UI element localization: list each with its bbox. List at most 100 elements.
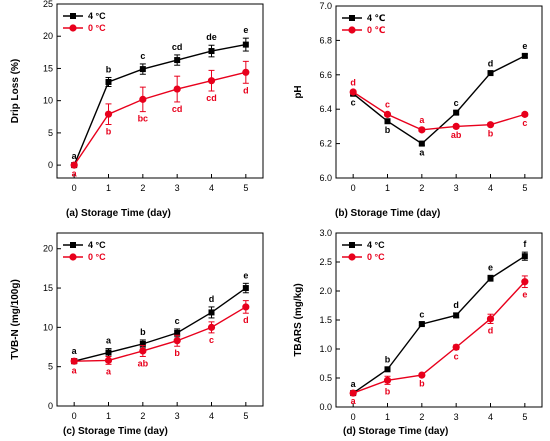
legend-label: 4 °C	[88, 11, 106, 21]
data-point	[418, 371, 426, 379]
x-tick-label: 4	[488, 412, 493, 422]
x-tick-label: 0	[351, 412, 356, 422]
x-tick-label: 3	[454, 412, 459, 422]
x-tick-label: 2	[140, 411, 145, 421]
x-tick-label: 1	[106, 411, 111, 421]
legend-marker	[349, 15, 355, 21]
significance-letter: ab	[138, 358, 149, 368]
series-line	[73, 43, 246, 166]
data-point	[521, 52, 528, 59]
significance-letter: c	[140, 51, 145, 61]
significance-letter: b	[385, 386, 391, 396]
data-point	[383, 376, 392, 384]
significance-letter: d	[350, 77, 356, 87]
panel-caption: (d) Storage Time (day)	[343, 426, 448, 437]
y-tick-label: 6.4	[319, 104, 332, 114]
significance-letter: a	[351, 396, 357, 406]
series-red: a b b c d e	[349, 275, 529, 406]
legend-entry: 0 °C	[63, 252, 106, 262]
legend-label: 0 °C	[367, 252, 385, 262]
chart-panel-c: 0 1 2 3 4 5 0 5 10 15 20 TVB-N (mg/100g) (c) Storage…	[10, 232, 264, 437]
data-point	[104, 110, 113, 118]
significance-letter: b	[174, 348, 180, 358]
y-tick-label: 6.2	[319, 139, 332, 149]
data-point	[207, 323, 216, 331]
significance-letter: b	[106, 127, 112, 137]
significance-letter: e	[243, 270, 248, 280]
data-point	[70, 357, 78, 365]
significance-letter: c	[175, 316, 180, 326]
data-point	[242, 285, 249, 292]
significance-letter: a	[351, 379, 357, 389]
series-line	[352, 255, 526, 394]
legend-marker	[69, 24, 77, 32]
x-tick-label: 0	[351, 183, 356, 193]
data-point	[105, 78, 112, 85]
legend-marker	[349, 242, 355, 248]
y-tick-label: 3.0	[319, 228, 332, 238]
data-point	[104, 356, 113, 364]
y-tick-label: 25	[43, 0, 53, 9]
legend-marker	[70, 242, 76, 248]
significance-letter: a	[72, 168, 78, 178]
panel-caption: (b) Storage Time (day)	[335, 208, 440, 219]
x-tick-label: 1	[106, 183, 111, 193]
x-tick-label: 5	[243, 183, 248, 193]
data-point	[384, 366, 391, 373]
x-tick-label: 0	[72, 183, 77, 193]
legend-entry: 0 °C	[342, 252, 385, 262]
y-tick-label: 5	[48, 362, 53, 372]
x-tick-label: 2	[419, 412, 424, 422]
y-tick-label: 1.0	[319, 344, 332, 354]
legend-label: 0 °C	[88, 252, 106, 262]
y-tick-label: 6.6	[319, 70, 332, 80]
significance-letter: b	[106, 64, 112, 74]
significance-letter: e	[488, 262, 493, 272]
plot-frame	[56, 232, 264, 407]
legend-marker	[69, 253, 77, 261]
data-point	[242, 68, 250, 76]
data-point	[208, 48, 215, 55]
y-tick-label: 10	[43, 322, 53, 332]
data-point	[452, 343, 460, 351]
significance-letter: c	[209, 335, 214, 345]
data-point	[486, 315, 495, 323]
data-point	[487, 275, 494, 282]
series-line	[352, 55, 526, 145]
series-black: a ab c d e	[71, 270, 249, 365]
y-tick-label: 0	[48, 160, 53, 170]
y-tick-label: 15	[43, 283, 53, 293]
y-tick-label: 2.0	[319, 286, 332, 296]
significance-letter: a	[72, 346, 78, 356]
legend-entry: 0 ℃	[342, 25, 386, 35]
data-point	[139, 95, 147, 103]
data-point	[487, 70, 494, 77]
data-point	[173, 85, 181, 93]
significance-letter: b	[419, 378, 425, 388]
significance-letter: d	[488, 58, 494, 68]
legend-entry: 4 °C	[63, 11, 106, 21]
legend-entry: 4 °C	[63, 240, 106, 250]
legend-label: 4 °C	[88, 240, 106, 250]
data-point	[242, 41, 249, 48]
data-point	[418, 126, 426, 134]
legend-label: 0 °C	[88, 23, 106, 33]
y-tick-label: 6.8	[319, 35, 332, 45]
plot-frame	[335, 5, 543, 179]
y-tick-label: 20	[43, 244, 53, 254]
data-point	[418, 140, 425, 147]
significance-letter: a	[419, 147, 425, 157]
significance-letter: b	[140, 327, 146, 337]
legend-entry: 0 °C	[63, 23, 106, 33]
significance-letter: cd	[206, 93, 217, 103]
y-axis-title: Drip Loss (%)	[10, 59, 21, 123]
legend-label: 4 °C	[367, 240, 385, 250]
x-tick-label: 3	[175, 183, 180, 193]
chart-panel-d: 0 1 2 3 4 5 0.0 0.5 1.0 1.5 2.0 2.5 3.0 TBARS (mg/kg)…	[293, 228, 543, 437]
data-point	[174, 57, 181, 64]
significance-letter: d	[243, 315, 249, 325]
significance-letter: e	[522, 290, 527, 300]
y-tick-label: 20	[43, 31, 53, 41]
significance-letter: d	[488, 325, 494, 335]
